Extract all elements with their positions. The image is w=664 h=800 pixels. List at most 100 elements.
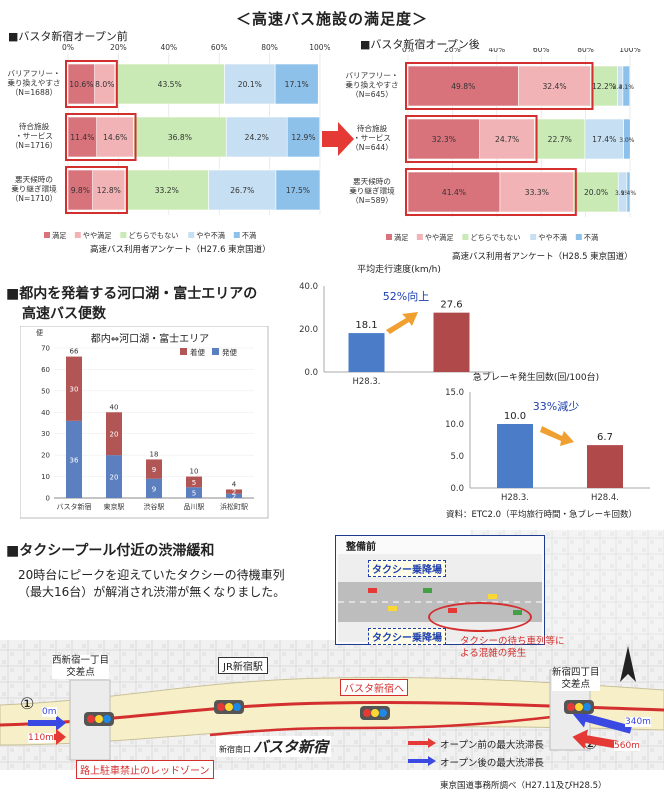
x-tick-label: 浜松町駅 xyxy=(220,502,248,511)
bar-value-label: 20.1% xyxy=(238,80,262,89)
inset-note-line2: よる混雑の発生 xyxy=(460,648,527,659)
taxi-heading: ■タクシープール付近の渋滞緩和 xyxy=(6,543,215,559)
axis-tick-label: 80% xyxy=(261,43,278,52)
right-arrow-icon xyxy=(322,122,354,156)
y-tick-label: 40 xyxy=(41,409,50,417)
bar-segment xyxy=(275,169,321,211)
bus-count-chart: 都内⇔河口湖・富士エリア 便 0 10 20 30 40 50 60 70 着便 発便 36 30 66 バス… xyxy=(20,326,269,519)
bar-segment xyxy=(499,171,575,213)
axis-tick-label: 20% xyxy=(110,43,127,52)
y-tick-label: 70 xyxy=(41,345,50,353)
legend-swatch xyxy=(44,232,50,238)
y-tick-label: 40.0 xyxy=(299,282,318,292)
legend-swatch xyxy=(74,232,81,238)
axis-tick-label: 100% xyxy=(309,43,330,52)
taxi-desc-line2: （最大16台）が解消され渋滞が無くなりました。 xyxy=(18,585,286,599)
row-label: バリアフリー・ xyxy=(345,71,398,80)
change-annotation: 52%向上 xyxy=(383,289,429,303)
chart-title: 急ブレーキ発生回数(回/100台) xyxy=(473,371,599,383)
bar-segment xyxy=(623,118,631,160)
x-tick-label: H28.3. xyxy=(352,377,380,387)
bar-value-label: 9 xyxy=(152,466,156,474)
row-label: 悪天候時の xyxy=(353,177,391,186)
legend-swatch xyxy=(530,234,537,240)
speed-chart: 平均走行速度(km/h) 0.0 20.0 40.0 18.1 H28.3. 27.6 52%… xyxy=(299,263,494,387)
bar-segment xyxy=(590,65,618,107)
y-tick-label: 30 xyxy=(41,430,50,438)
x-tick-label: 東京駅 xyxy=(104,502,125,511)
row-label: 乗り継ぎ環境 xyxy=(11,184,57,194)
bar-value-label: 6.7 xyxy=(597,432,613,443)
bar-value-label: 9.8% xyxy=(71,186,90,195)
left-before-value: 110m xyxy=(28,733,54,743)
bar-segment xyxy=(622,65,631,107)
traffic-light-icon xyxy=(564,700,594,714)
chart-title: 平均走行速度(km/h) xyxy=(357,263,441,275)
brake-chart: 急ブレーキ発生回数(回/100台) 0.0 5.0 10.0 15.0 10.0 H28.3… xyxy=(445,371,650,503)
highlight-box xyxy=(405,115,538,163)
bar xyxy=(587,445,623,488)
legend-swatch xyxy=(575,234,582,240)
row-label: 待合施設 xyxy=(357,123,388,133)
axis-tick-label: 0% xyxy=(402,48,414,54)
bar-value-label: 32.4% xyxy=(542,82,566,91)
before-inset: 整備前 タクシー乗降場 タクシー乗降場 xyxy=(335,535,545,645)
bar-value-label: 49.8% xyxy=(451,82,475,91)
legend-after-arrow-icon xyxy=(408,756,436,766)
change-annotation: 33%減少 xyxy=(533,399,579,413)
bar-value-label: 12.2% xyxy=(592,82,616,91)
bar-segment xyxy=(584,118,624,160)
y-tick-label: 60 xyxy=(41,366,50,374)
bar-arrive xyxy=(66,356,82,421)
x-tick-label: H28.4. xyxy=(591,493,619,503)
legend-swatch xyxy=(180,348,187,355)
bar-segment xyxy=(124,169,209,211)
bar-depart xyxy=(226,493,242,498)
inset-title: 整備前 xyxy=(346,542,376,553)
bar-total-label: 10 xyxy=(190,468,199,476)
bar-value-label: 24.2% xyxy=(245,133,269,142)
bar-value-label: 22.7% xyxy=(548,135,572,144)
after-heading: ■バスタ新宿オープン後 xyxy=(360,38,480,51)
axis-tick-label: 60% xyxy=(211,43,228,52)
y-tick-label: 10 xyxy=(41,473,50,481)
north-arrow-icon xyxy=(620,646,636,682)
bar-value-label: 11.4% xyxy=(70,133,94,142)
legend-label: 満足 xyxy=(52,231,66,240)
right-intersection-label: 新宿四丁目 交差点 xyxy=(552,667,600,691)
y-tick-label: 0.0 xyxy=(450,484,464,494)
traffic-light-icon xyxy=(214,700,244,714)
chart-title: 都内⇔河口湖・富士エリア xyxy=(91,332,209,345)
inset-note-line1: タクシーの待ち車列等に xyxy=(460,636,565,647)
row-label: （N=1688） xyxy=(11,88,58,97)
legend-before-arrow-icon xyxy=(408,738,436,748)
row-label: （N=645） xyxy=(351,90,393,99)
bar-value-label: 3.1% xyxy=(619,84,635,91)
axis-tick-label: 40% xyxy=(160,43,177,52)
bar-depart xyxy=(146,478,162,498)
highlight-box xyxy=(405,62,594,110)
unit-label: 便 xyxy=(36,328,43,337)
legend-label: やや満足 xyxy=(425,233,454,242)
bar-value-label: 32.3% xyxy=(432,135,456,144)
bar-value-label: 33.3% xyxy=(525,188,549,197)
bar xyxy=(433,312,470,372)
legend-label: 着便 xyxy=(190,347,205,357)
legend-label: 発便 xyxy=(222,347,237,357)
bar-value-label: 20 xyxy=(110,474,119,482)
legend-after-text: オープン後の最大渋滞長 xyxy=(440,758,544,769)
trend-arrow-icon xyxy=(386,312,418,334)
bar-value-label: 36 xyxy=(70,456,79,464)
bar-total-label: 4 xyxy=(232,480,237,488)
bar-value-label: 43.5% xyxy=(158,80,182,89)
bar-value-label: 9 xyxy=(152,485,156,493)
bar-segment xyxy=(407,118,481,160)
bar-segment xyxy=(534,118,586,160)
bar-value-label: 2 xyxy=(232,493,236,501)
bar-segment xyxy=(479,118,535,160)
point-1-label: ① xyxy=(20,694,35,713)
bar-value-label: 8.0% xyxy=(95,80,114,89)
x-tick-label: バスタ新宿 xyxy=(57,502,92,511)
y-tick-label: 0.0 xyxy=(304,368,318,378)
satisfaction-before-chart: 0% 20% 40% 60% 80% 100% バリアフリー・乗り換えやすさ（N=1688）… xyxy=(7,43,330,240)
